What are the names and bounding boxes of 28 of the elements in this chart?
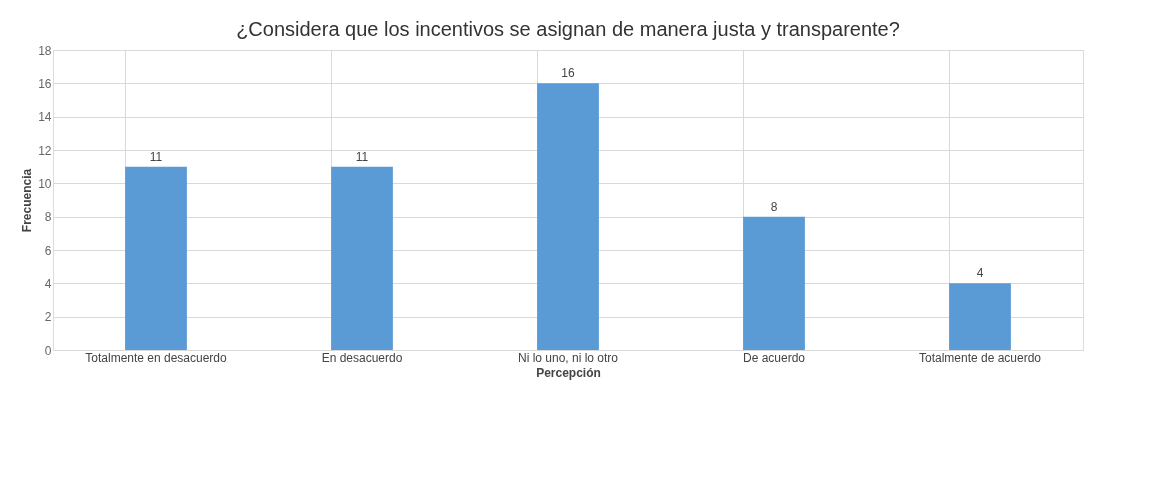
y-tick-label: 18 [38, 43, 52, 58]
x-axis-title: Percepción [536, 365, 601, 380]
y-tick-label: 2 [44, 310, 52, 325]
x-tick-label: De acuerdo [742, 350, 806, 365]
bar [743, 216, 805, 350]
x-tick-label: Totalmente en desacuerdo [85, 350, 228, 365]
y-tick-label: 10 [38, 176, 52, 191]
y-axis-title: Frecuencia [20, 168, 35, 233]
data-label: 16 [561, 66, 575, 81]
data-label: 8 [770, 199, 778, 214]
bar [949, 283, 1011, 350]
data-label: 11 [355, 149, 369, 164]
data-label: 4 [976, 266, 984, 281]
chart-title: ¿Considera que los incentivos se asignan de manera justa y transparente? [236, 18, 900, 40]
y-tick-label: 0 [44, 343, 52, 358]
data-label: 11 [149, 149, 163, 164]
y-tick-label: 16 [38, 76, 52, 91]
x-tick-label: Totalmente de acuerdo [918, 350, 1042, 365]
y-tick-label: 8 [44, 210, 52, 225]
y-tick-label: 6 [44, 243, 52, 258]
y-tick-label: 4 [44, 276, 52, 291]
x-tick-label: En desacuerdo [321, 350, 403, 365]
x-tick-label: Ni lo uno, ni lo otro [517, 350, 619, 365]
y-tick-label: 14 [38, 110, 52, 125]
bar [537, 83, 599, 350]
bar [125, 166, 187, 350]
y-tick-label: 12 [38, 143, 52, 158]
bar [331, 166, 393, 350]
